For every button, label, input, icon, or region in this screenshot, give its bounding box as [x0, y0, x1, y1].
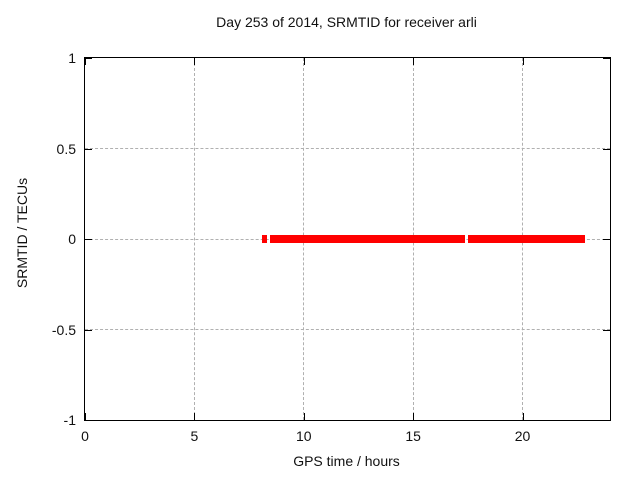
- data-segment: [261, 235, 267, 243]
- y-tick-label: 1: [68, 50, 76, 66]
- y-gridline: [85, 148, 610, 149]
- x-tick-mark-top: [413, 58, 415, 65]
- y-axis-label: SRMTID / TECUs: [14, 177, 30, 289]
- y-tick-label: -0.5: [51, 321, 76, 338]
- y-gridline: [85, 329, 610, 330]
- x-tick-mark-top: [303, 58, 305, 65]
- y-tick-mark-left: [85, 239, 92, 240]
- y-tick-label: -1: [63, 412, 76, 428]
- y-tick-mark-left: [85, 329, 92, 331]
- y-tick-mark-right: [603, 329, 610, 331]
- x-tick-label: 15: [405, 428, 421, 444]
- x-tick-label: 5: [190, 428, 199, 444]
- x-tick-label: 20: [514, 428, 531, 444]
- x-tick-label: 0: [81, 428, 89, 444]
- x-tick-label: 10: [295, 428, 312, 444]
- chart-title: Day 253 of 2014, SRMTID for receiver arl…: [216, 14, 477, 30]
- x-tick-mark-top: [522, 58, 524, 65]
- y-tick-mark-left: [85, 148, 92, 150]
- y-tick-mark-right: [603, 148, 610, 150]
- data-segment: [468, 235, 586, 243]
- plot-area: 0 5 10 15 20 1 0.5 0 -0.5 -1: [52, 50, 611, 444]
- y-tick-mark-left: [85, 420, 92, 421]
- x-tick-mark-bottom: [413, 413, 415, 420]
- x-tick-mark-top: [85, 58, 86, 65]
- x-tick-mark-bottom: [194, 413, 196, 420]
- y-tick-mark-right: [603, 58, 610, 59]
- data-segment: [270, 235, 465, 243]
- x-tick-mark-bottom: [522, 413, 524, 420]
- y-tick-mark-right: [603, 420, 610, 421]
- x-tick-mark-top: [194, 58, 196, 65]
- y-tick-label: 0.5: [56, 140, 76, 157]
- x-axis-label: GPS time / hours: [293, 453, 400, 469]
- y-tick-mark-right: [603, 239, 610, 240]
- x-tick-mark-bottom: [303, 413, 305, 420]
- y-tick-mark-left: [85, 58, 92, 59]
- x-tick-mark-bottom: [85, 413, 86, 420]
- y-tick-label: 0: [68, 231, 76, 247]
